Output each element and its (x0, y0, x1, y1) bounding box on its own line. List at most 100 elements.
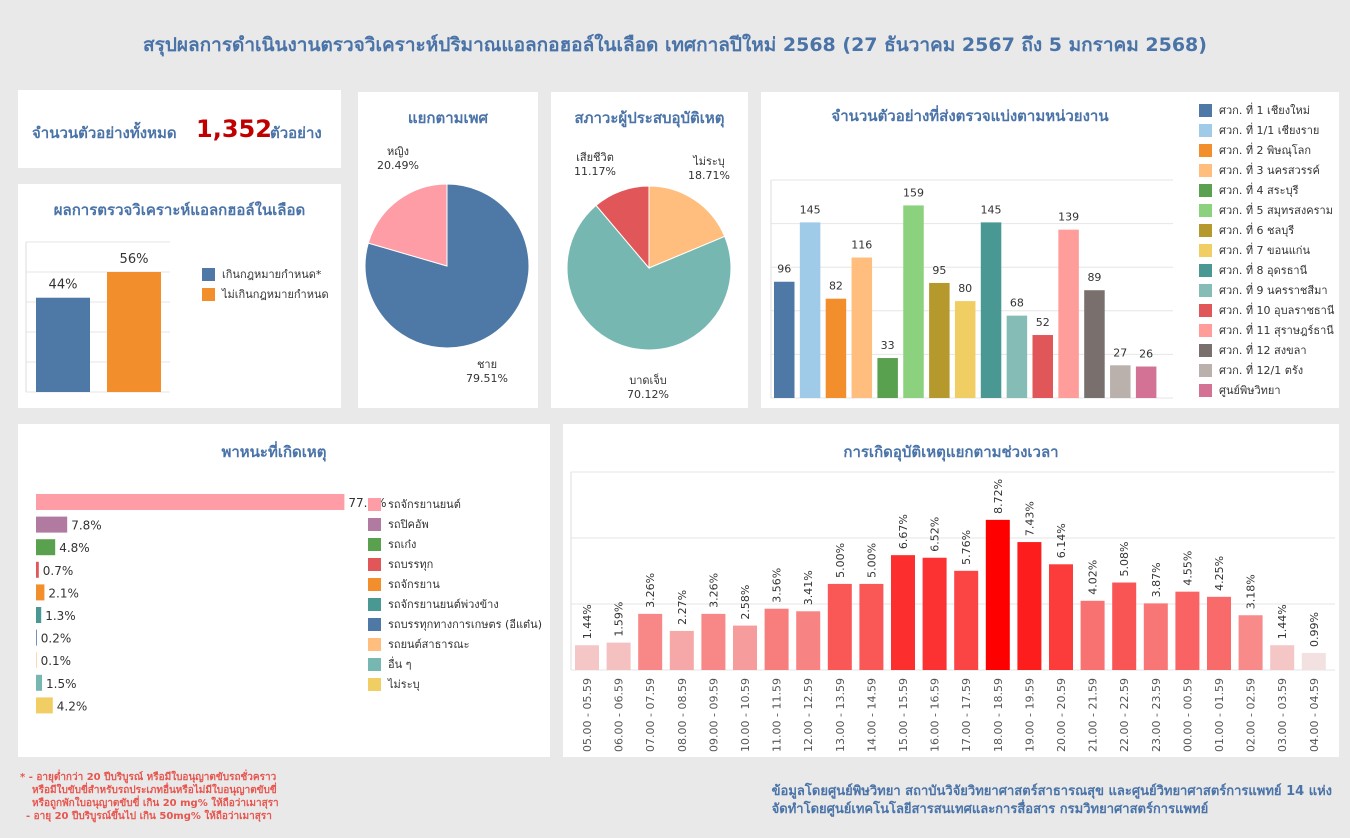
time-chart: 1.44% 05.00 - 05.59 1.59% 06.00 - 06.59 3.26… (570, 471, 1335, 752)
units-legend-label: ศวก. ที่ 10 อุบลราชธานี (1219, 304, 1335, 317)
units-legend-item: ศวก. ที่ 8 อุดรธานี (1199, 260, 1334, 280)
units-bar-label: 26 (1139, 348, 1153, 361)
time-bar (575, 645, 599, 670)
time-bar (796, 611, 821, 670)
status-slice-value: 70.12% (627, 388, 669, 401)
gender-slice-name: ชาย (477, 358, 497, 371)
vehicle-legend: รถจักรยานยนต์ รถปิคอัพ รถเก๋ง รถบรรทุก รถจัก… (368, 494, 542, 694)
units-legend-swatch (1199, 303, 1212, 317)
status-slice-value: 11.17% (574, 165, 616, 178)
time-tick-label: 03.00 - 03.59 (1276, 678, 1289, 752)
units-legend-swatch (1199, 143, 1212, 157)
vehicle-panel: พาหนะที่เกิดเหตุ 77.1%7.8%4.8%0.7%2.1%1.… (18, 424, 550, 757)
units-legend-item: ศวก. ที่ 12 สงขลา (1199, 340, 1334, 360)
result-legend-label: เกินกฎหมายกำหนด* (222, 268, 322, 281)
status-slice (566, 204, 732, 351)
units-bar-label: 145 (800, 203, 821, 216)
units-legend-swatch (1199, 183, 1212, 197)
status-panel: สภาวะผู้ประสบอุบัติเหตุ ไม่ระบุ 18.71% บาด… (551, 92, 748, 408)
time-bar (638, 613, 663, 670)
time-bar (701, 613, 726, 670)
vehicle-bar (36, 561, 39, 578)
time-tick-label: 08.00 - 08.59 (676, 678, 689, 752)
time-bar-label: 3.41% (802, 570, 815, 605)
time-tick-label: 17.00 - 17.59 (960, 678, 973, 752)
time-tick-label: 07.00 - 07.59 (644, 678, 657, 752)
vehicle-legend-label: รถจักรยาน (388, 578, 440, 591)
vehicle-bar (36, 494, 345, 510)
units-legend-item: ศวก. ที่ 9 นครราชสีมา (1199, 280, 1334, 300)
time-bar (733, 625, 757, 670)
units-bar (980, 222, 1002, 398)
units-bar (877, 358, 898, 398)
units-bar (1110, 365, 1131, 398)
units-bar-label: 80 (958, 282, 972, 295)
vehicle-legend-item: รถเก๋ง (368, 534, 542, 554)
units-legend-label: ศวก. ที่ 5 สมุทรสงคราม (1219, 204, 1333, 217)
status-chart: ไม่ระบุ18.71% บาดเจ็บ70.12% เสียชีวิต11.17… (566, 151, 732, 401)
time-bar-label: 1.59% (613, 602, 626, 637)
result-bar (107, 272, 161, 392)
time-tick-label: 02.00 - 02.59 (1245, 678, 1258, 752)
time-bar-label: 1.44% (581, 604, 594, 639)
time-bar-label: 5.08% (1118, 542, 1131, 577)
time-tick-label: 16.00 - 16.59 (929, 678, 942, 752)
result-legend-label: ไม่เกินกฎหมายกำหนด (222, 288, 329, 301)
units-legend-swatch (1199, 343, 1212, 357)
time-bar-label: 6.52% (929, 517, 942, 552)
time-bar-label: 3.26% (707, 573, 720, 608)
units-legend-item: ศวก. ที่ 3 นครสวรรค์ (1199, 160, 1334, 180)
units-bar (1058, 229, 1079, 398)
vehicle-bar-label: 0.7% (43, 564, 74, 578)
vehicle-bar (36, 629, 37, 646)
units-bar (799, 222, 821, 398)
vehicle-legend-label: รถเก๋ง (388, 538, 417, 551)
footnote-line-4: - อายุ 20 ปีบริบูรณ์ขึ้นไป เกิน 50mg% ให… (26, 811, 272, 822)
units-bar-label: 159 (903, 186, 924, 199)
vehicle-legend-swatch (368, 677, 381, 691)
time-bar (1238, 615, 1263, 670)
units-legend-item: ศูนย์พิษวิทยา (1199, 380, 1334, 400)
vehicle-legend-item: ไม่ระบุ (368, 674, 542, 694)
total-unit: ตัวอย่าง (270, 124, 322, 142)
vehicle-bar (36, 584, 45, 601)
units-legend-swatch (1199, 203, 1212, 217)
units-bar-label: 27 (1113, 346, 1127, 359)
total-panel: จำนวนตัวอย่างทั้งหมด 1,352 ตัวอย่าง (18, 90, 341, 168)
units-bar-label: 33 (881, 339, 895, 352)
time-bar (669, 630, 694, 670)
status-slice-name: เสียชีวิต (576, 151, 614, 164)
vehicle-bar (36, 516, 68, 533)
units-legend-item: ศวก. ที่ 2 พิษณุโลก (1199, 140, 1334, 160)
time-panel: การเกิดอุบัติเหตุแยกตามช่วงเวลา 1.44% 05.… (563, 424, 1339, 757)
units-legend-swatch (1199, 243, 1212, 257)
gender-slice-name: หญิง (387, 145, 409, 158)
time-bar (1207, 596, 1231, 670)
time-tick-label: 22.00 - 22.59 (1118, 678, 1131, 752)
dashboard-title: สรุปผลการดำเนินงานตรวจวิเคราะห์ปริมาณแอล… (143, 34, 1207, 56)
status-slice (648, 185, 726, 269)
units-chart-title: จำนวนตัวอย่างที่ส่งตรวจแบ่งตามหน่วยงาน (831, 107, 1109, 125)
vehicle-legend-label: รถจักรยานยนต์ (388, 498, 461, 511)
time-bar (859, 583, 884, 670)
time-bar-label: 6.67% (897, 514, 910, 549)
time-bar-label: 3.56% (771, 568, 784, 603)
result-legend-item: ไม่เกินกฎหมายกำหนด (202, 284, 329, 304)
units-bar-label: 96 (777, 263, 791, 276)
units-bar (825, 298, 847, 398)
vehicle-bar-label: 4.2% (57, 699, 88, 713)
time-bar (891, 555, 915, 670)
vehicle-legend-item: รถจักรยานยนต์พ่วงข้าง (368, 594, 542, 614)
vehicle-bar (36, 652, 37, 669)
time-bar-label: 5.00% (865, 543, 878, 578)
time-tick-label: 14.00 - 14.59 (865, 678, 878, 752)
units-legend-item: ศวก. ที่ 5 สมุทรสงคราม (1199, 200, 1334, 220)
time-bar (922, 557, 947, 670)
status-slice-name: บาดเจ็บ (629, 373, 667, 387)
vehicle-chart: 77.1%7.8%4.8%0.7%2.1%1.3%0.2%0.1%1.5%4.2… (36, 494, 387, 714)
status-slice-name: ไม่ระบุ (692, 155, 725, 168)
time-bar-label: 5.76% (960, 530, 973, 565)
units-legend-swatch (1199, 163, 1212, 177)
vehicle-bar-label: 1.3% (45, 609, 75, 623)
units-bar (774, 281, 795, 398)
